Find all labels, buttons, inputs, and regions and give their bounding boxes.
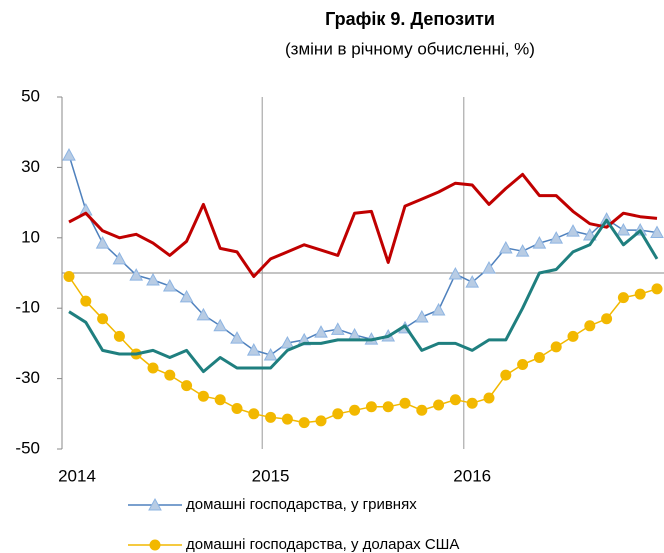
marker (248, 408, 260, 420)
marker (651, 283, 663, 295)
x-tick-label: 2015 (252, 466, 290, 485)
series-line (68, 172, 658, 278)
marker (582, 227, 597, 241)
marker (280, 336, 295, 349)
marker (197, 390, 209, 402)
marker (214, 394, 226, 406)
marker (164, 369, 176, 381)
chart-title: Графік 9. Депозити (325, 9, 495, 29)
marker (549, 231, 564, 244)
marker (601, 313, 613, 325)
y-tick-label: -10 (15, 298, 40, 317)
marker (399, 397, 411, 409)
series-line (68, 276, 658, 424)
marker (97, 313, 109, 325)
marker (112, 251, 127, 265)
marker (347, 327, 362, 341)
marker (449, 394, 461, 406)
marker (550, 341, 562, 353)
marker (433, 399, 445, 411)
marker (650, 225, 664, 239)
marker (265, 411, 277, 423)
marker (634, 288, 646, 300)
marker (330, 322, 345, 335)
marker (281, 413, 293, 425)
legend-label: домашні господарства, у гривнях (186, 496, 417, 513)
legend-label: домашні господарства, у доларах США (186, 536, 459, 553)
marker (365, 401, 377, 413)
marker (617, 292, 629, 304)
marker (230, 331, 244, 344)
marker (146, 272, 160, 286)
marker (181, 380, 193, 392)
marker (332, 408, 344, 420)
marker (566, 224, 580, 237)
marker (349, 404, 361, 416)
marker (246, 343, 261, 356)
marker (80, 295, 92, 307)
marker (95, 236, 110, 249)
marker (63, 271, 75, 283)
marker (515, 244, 530, 257)
x-tick-label: 2016 (453, 466, 491, 485)
marker (584, 320, 596, 332)
marker (414, 309, 429, 323)
marker (599, 212, 614, 225)
marker (149, 539, 161, 551)
marker (466, 397, 478, 409)
marker (431, 302, 446, 316)
marker (196, 307, 211, 321)
y-tick-label: 10 (21, 227, 40, 246)
marker (263, 347, 278, 361)
marker (416, 404, 428, 416)
marker (448, 267, 463, 280)
series-line (68, 218, 659, 374)
marker (315, 415, 327, 427)
marker (148, 497, 162, 511)
y-tick-label: -50 (15, 438, 40, 457)
y-tick-label: -30 (15, 368, 40, 387)
marker (500, 369, 512, 381)
marker (533, 351, 545, 363)
marker (616, 223, 631, 236)
marker (162, 278, 177, 292)
marker (314, 325, 328, 338)
marker (147, 362, 159, 374)
marker (382, 401, 394, 413)
marker (482, 261, 496, 274)
marker (213, 318, 228, 332)
marker (498, 240, 513, 254)
marker (517, 359, 529, 371)
marker (532, 236, 547, 249)
marker (567, 330, 579, 342)
chart-subtitle: (зміни в річному обчисленні, %) (285, 39, 535, 58)
y-tick-label: 30 (21, 157, 40, 176)
marker (62, 148, 76, 161)
marker (129, 268, 144, 281)
y-tick-label: 50 (21, 86, 40, 105)
marker (113, 330, 125, 342)
marker (483, 392, 495, 404)
x-tick-label: 2014 (58, 466, 96, 485)
marker (231, 403, 243, 415)
marker (179, 289, 194, 303)
marker (465, 275, 480, 288)
marker (298, 417, 310, 429)
